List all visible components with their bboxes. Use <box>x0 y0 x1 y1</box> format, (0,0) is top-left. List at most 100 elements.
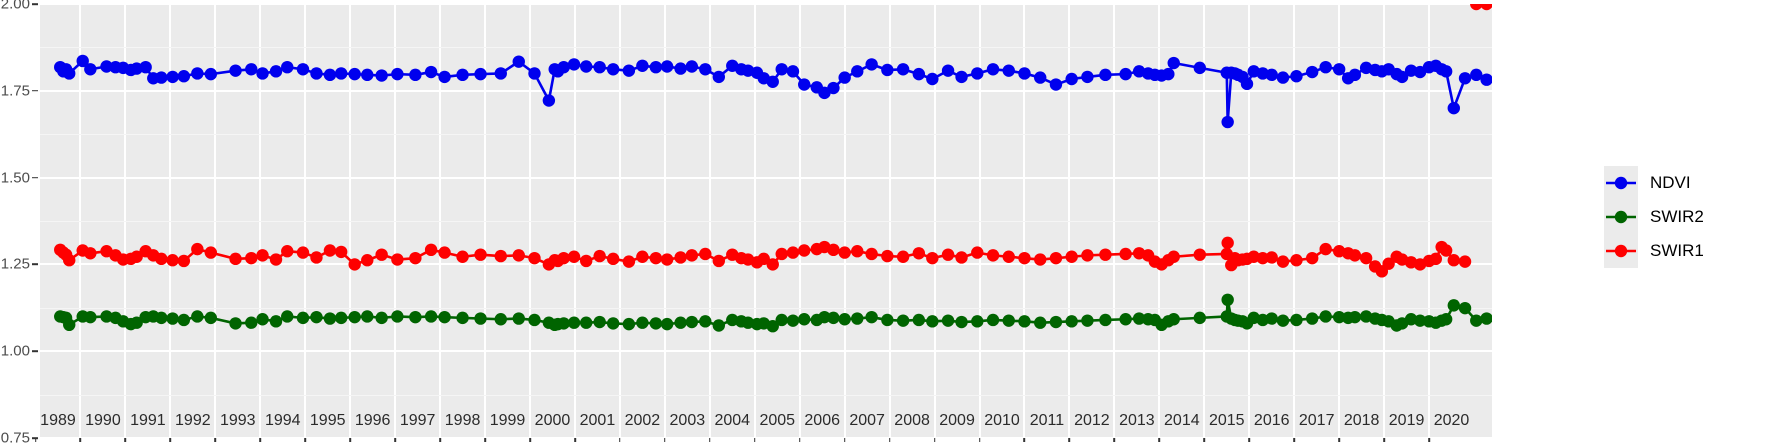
x-tick-mark <box>753 438 756 442</box>
x-tick-mark <box>1023 438 1026 442</box>
data-point <box>775 247 788 261</box>
data-point <box>1470 314 1483 327</box>
data-point <box>726 59 739 72</box>
data-point <box>424 243 438 257</box>
data-point <box>361 310 374 323</box>
data-point <box>1404 64 1418 77</box>
data-point <box>281 245 294 258</box>
data-point <box>1480 312 1492 325</box>
data-point <box>57 65 70 78</box>
data-point <box>1132 312 1146 325</box>
data-point <box>84 310 97 324</box>
data-point <box>409 310 422 324</box>
legend-item-NDVI[interactable]: NDVI <box>1604 166 1764 200</box>
data-point <box>1458 72 1472 85</box>
data-point <box>606 317 620 330</box>
data-point <box>1404 256 1418 269</box>
x-tick-label-2015: 2015 <box>1208 412 1245 429</box>
data-point <box>1276 71 1290 84</box>
data-point <box>865 58 878 71</box>
y-gridline <box>40 176 1492 179</box>
data-point <box>896 314 910 327</box>
x-tick-mark <box>619 438 621 442</box>
data-point <box>757 317 770 330</box>
data-point <box>1390 67 1403 81</box>
data-point <box>155 311 168 325</box>
data-point <box>1447 299 1460 312</box>
x-tick-label-2002: 2002 <box>624 412 661 429</box>
x-tick-mark <box>798 438 801 442</box>
data-point <box>1375 65 1389 78</box>
data-point <box>456 250 469 263</box>
data-point <box>1228 313 1242 327</box>
data-point <box>1141 313 1155 326</box>
data-point <box>636 59 649 72</box>
data-point <box>124 317 138 331</box>
data-point <box>851 65 864 78</box>
x-tick-mark <box>664 438 666 442</box>
x-tick-label-2013: 2013 <box>1119 412 1155 429</box>
x-tick-label-2007: 2007 <box>849 412 885 429</box>
x-tick-mark <box>349 438 351 442</box>
data-point <box>323 244 337 257</box>
data-point <box>1231 314 1245 327</box>
data-point <box>955 251 968 264</box>
legend-label: SWIR2 <box>1650 207 1704 226</box>
data-point <box>726 313 739 327</box>
data-point <box>1375 265 1389 278</box>
data-point <box>1265 251 1278 264</box>
x-tick-mark <box>304 438 307 442</box>
data-point <box>636 250 649 263</box>
data-point <box>941 248 955 261</box>
data-point <box>191 310 204 323</box>
y-tick-label: 1.50 <box>0 169 30 187</box>
data-point <box>1390 319 1403 332</box>
data-point <box>542 94 556 107</box>
data-point <box>551 65 565 78</box>
y-tick-label: 2.00 <box>0 0 30 13</box>
data-point <box>1395 70 1409 84</box>
data-point <box>1435 240 1448 254</box>
data-point <box>1225 66 1238 79</box>
data-point <box>593 249 606 263</box>
data-point <box>971 67 984 80</box>
data-point <box>881 63 894 77</box>
data-point <box>557 317 570 330</box>
y-gridline-minor <box>40 134 1492 136</box>
data-point <box>1359 310 1373 323</box>
data-point <box>76 54 89 68</box>
data-point <box>827 311 840 325</box>
x-tick-mark <box>1068 438 1071 442</box>
data-point <box>775 63 788 76</box>
legend-item-SWIR1[interactable]: SWIR1 <box>1604 234 1764 268</box>
data-point <box>1470 68 1483 82</box>
data-point <box>54 60 67 74</box>
data-point <box>1439 244 1453 257</box>
data-point <box>147 72 160 85</box>
series-SWIR1 <box>54 4 1492 278</box>
data-point <box>100 310 113 323</box>
data-point <box>1404 313 1418 326</box>
legend-item-SWIR2[interactable]: SWIR2 <box>1604 200 1764 234</box>
y-tick-mark <box>32 3 38 5</box>
data-point <box>494 249 507 263</box>
data-point <box>391 67 404 81</box>
data-point <box>1390 250 1403 263</box>
x-tick-mark <box>79 438 82 442</box>
data-point <box>375 248 388 261</box>
data-point <box>881 313 894 327</box>
data-point <box>1447 101 1460 115</box>
data-point <box>786 314 800 327</box>
data-point <box>1435 63 1448 76</box>
data-point <box>109 60 122 74</box>
data-point <box>456 311 469 325</box>
chart-legend: NDVI SWIR2 SWIR1 <box>1604 166 1764 268</box>
data-point <box>1290 70 1303 83</box>
data-point <box>542 316 556 329</box>
data-point <box>191 242 204 256</box>
data-point <box>579 60 593 73</box>
data-point <box>1132 247 1146 260</box>
x-tick-label-2014: 2014 <box>1164 412 1200 429</box>
data-point <box>1341 247 1355 260</box>
y-gridline-minor <box>40 394 1492 396</box>
